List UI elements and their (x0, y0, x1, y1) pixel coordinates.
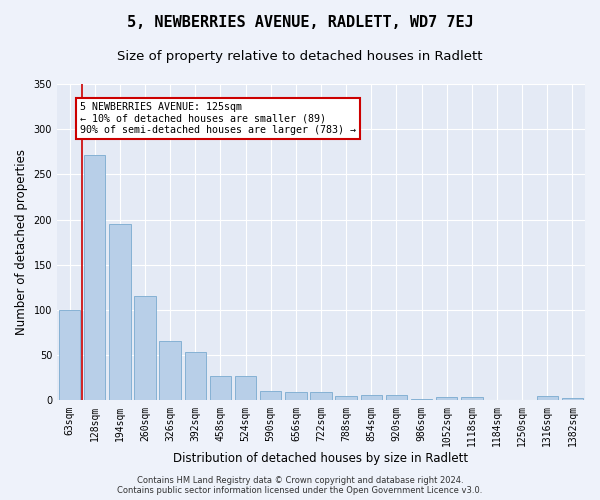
Bar (461, 397, 482, 400)
Bar (310, 392, 332, 400)
X-axis label: Distribution of detached houses by size in Radlett: Distribution of detached houses by size … (173, 452, 469, 465)
Bar (84, 154, 106, 400)
Bar (536, 396, 558, 400)
Bar (285, 392, 307, 400)
Bar (411, 398, 432, 400)
Bar (335, 396, 357, 400)
Y-axis label: Number of detached properties: Number of detached properties (15, 149, 28, 335)
Text: 5, NEWBERRIES AVENUE, RADLETT, WD7 7EJ: 5, NEWBERRIES AVENUE, RADLETT, WD7 7EJ (127, 15, 473, 30)
Bar (260, 390, 281, 400)
Bar (185, 352, 206, 401)
Text: 5 NEWBERRIES AVENUE: 125sqm
← 10% of detached houses are smaller (89)
90% of sem: 5 NEWBERRIES AVENUE: 125sqm ← 10% of det… (80, 102, 356, 136)
Bar (59, 310, 80, 400)
Text: Contains HM Land Registry data © Crown copyright and database right 2024.
Contai: Contains HM Land Registry data © Crown c… (118, 476, 482, 495)
Bar (562, 398, 583, 400)
Bar (160, 341, 181, 400)
Bar (386, 395, 407, 400)
Bar (210, 376, 231, 400)
Bar (134, 296, 156, 401)
Bar (436, 397, 457, 400)
Bar (109, 224, 131, 400)
Text: Size of property relative to detached houses in Radlett: Size of property relative to detached ho… (117, 50, 483, 63)
Bar (361, 395, 382, 400)
Bar (235, 376, 256, 400)
